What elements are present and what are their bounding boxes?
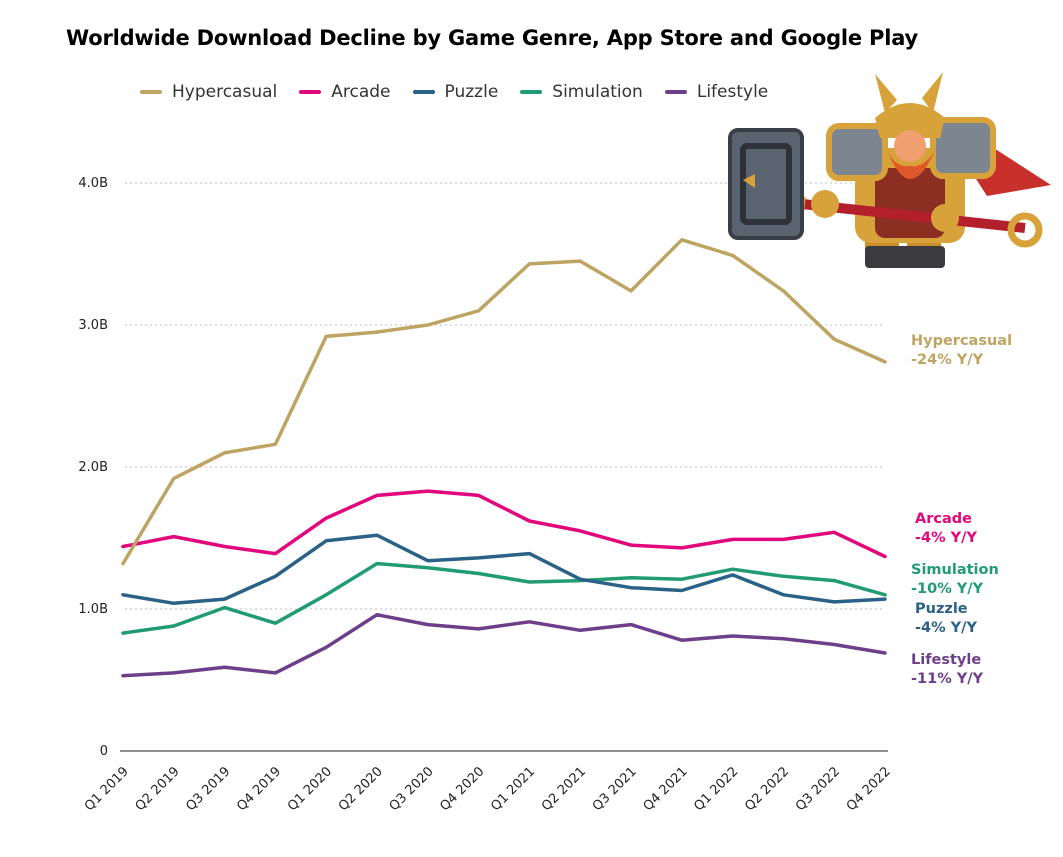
series-line-lifestyle (121, 612, 887, 678)
y-tick-label: 3.0B (78, 318, 108, 333)
legend-swatch (520, 90, 543, 94)
legend-label: Arcade (331, 82, 391, 102)
end-label-name: Puzzle (915, 601, 968, 617)
end-label-name: Hypercasual (911, 333, 1013, 349)
x-tick-label: Q3 2020 (387, 764, 437, 814)
x-tick-label: Q1 2020 (285, 764, 335, 814)
x-tick-label: Q4 2021 (641, 764, 691, 814)
end-label-change: -4% Y/Y (915, 620, 977, 636)
end-label-change: -10% Y/Y (911, 581, 984, 597)
y-tick-label: 4.0B (78, 176, 108, 191)
end-label-hypercasual: Hypercasual -24% Y/Y (911, 332, 1012, 370)
legend-label: Simulation (552, 82, 643, 102)
legend-item-lifestyle: Lifestyle (664, 82, 769, 102)
end-label-arcade: Arcade -4% Y/Y (915, 510, 977, 548)
end-label-name: Arcade (915, 511, 972, 527)
x-tick-label: Q4 2019 (234, 764, 284, 814)
end-label-change: -11% Y/Y (911, 671, 984, 687)
legend-swatch (664, 90, 687, 94)
chart-title: Worldwide Download Decline by Game Genre… (66, 26, 919, 50)
series-line-simulation (121, 561, 887, 635)
series-line-arcade (121, 489, 887, 559)
legend-label: Hypercasual (172, 82, 278, 102)
gridlines (125, 182, 885, 610)
end-label-change: -24% Y/Y (911, 352, 984, 368)
x-tick-label: Q2 2019 (133, 764, 183, 814)
end-label-name: Simulation (911, 562, 999, 578)
y-tick-label: 2.0B (78, 460, 108, 475)
x-tick-label: Q1 2022 (691, 764, 741, 814)
x-tick-label: Q1 2019 (82, 764, 132, 814)
x-tick-label: Q1 2021 (488, 764, 538, 814)
series-line-puzzle (121, 533, 887, 606)
legend: Hypercasual Arcade Puzzle Simulation Lifesty… (140, 82, 768, 102)
legend-item-arcade: Arcade (299, 82, 391, 102)
legend-swatch (299, 90, 322, 94)
series-line-hypercasual (121, 238, 887, 566)
y-axis-ticks: 0 1.0B 2.0B 3.0B 4.0B (78, 176, 108, 759)
x-tick-label: Q2 2020 (336, 764, 386, 814)
x-tick-label: Q3 2021 (590, 764, 640, 814)
x-tick-label: Q3 2019 (183, 764, 233, 814)
legend-label: Lifestyle (696, 82, 769, 102)
x-axis-ticks: Q1 2019 Q2 2019 Q3 2019 Q4 2019 Q1 2020 Q2 20… (82, 764, 894, 814)
legend-item-puzzle: Puzzle (412, 82, 499, 102)
end-label-lifestyle: Lifestyle -11% Y/Y (911, 651, 983, 689)
legend-item-hypercasual: Hypercasual (140, 82, 277, 102)
x-tick-label: Q2 2021 (539, 764, 589, 814)
end-label-puzzle: Puzzle -4% Y/Y (915, 600, 977, 638)
legend-label: Puzzle (444, 82, 499, 102)
legend-swatch (412, 90, 435, 94)
end-label-change: -4% Y/Y (915, 530, 977, 546)
series-lines (121, 238, 887, 678)
x-tick-label: Q3 2022 (793, 764, 843, 814)
dwarf-warrior-illustration (728, 72, 1051, 268)
end-label-simulation: Simulation -10% Y/Y (911, 561, 999, 599)
x-tick-label: Q2 2022 (742, 764, 792, 814)
end-label-name: Lifestyle (911, 652, 982, 668)
x-tick-label: Q4 2020 (437, 764, 487, 814)
y-tick-label: 1.0B (78, 602, 108, 617)
y-tick-label: 0 (100, 744, 108, 759)
legend-item-simulation: Simulation (520, 82, 643, 102)
legend-swatch (140, 90, 162, 94)
x-tick-label: Q4 2022 (844, 764, 894, 814)
